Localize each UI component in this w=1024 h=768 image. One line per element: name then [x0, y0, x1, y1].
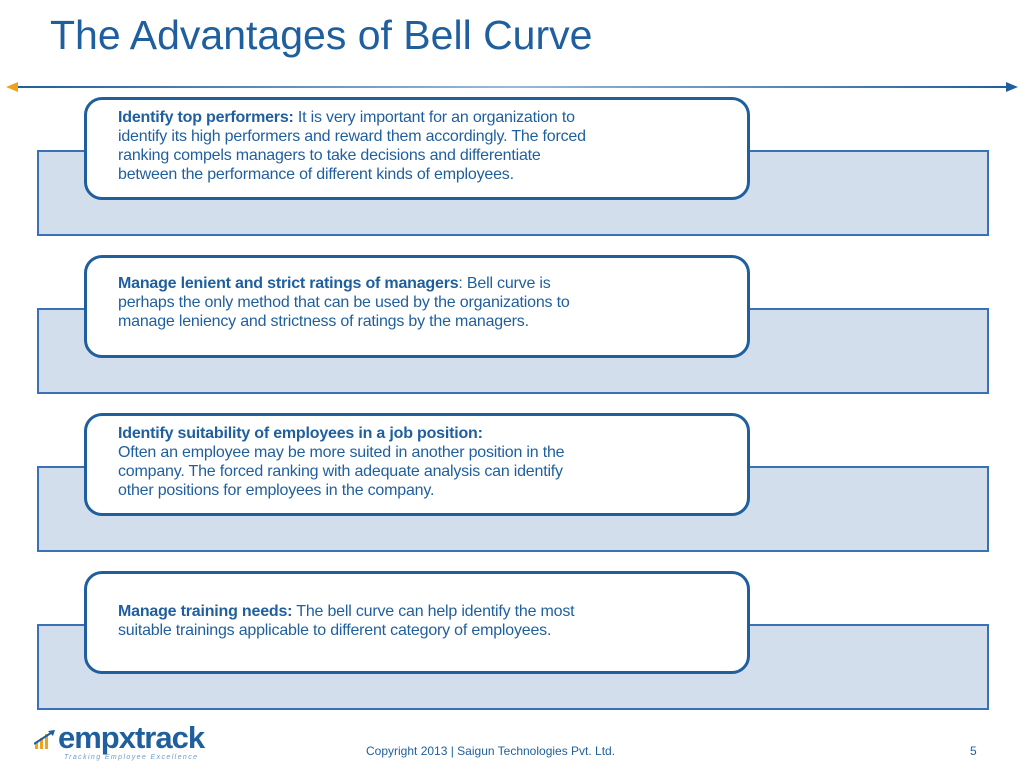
- page-number: 5: [970, 744, 977, 758]
- left-arrow-icon: [6, 82, 18, 92]
- slide-title: The Advantages of Bell Curve: [50, 12, 593, 58]
- logo-tagline: Tracking Employee Excellence: [64, 754, 199, 761]
- advantage-line: other positions for employees in the com…: [118, 482, 435, 499]
- bar-chart-icon: [34, 730, 55, 749]
- advantage-line: identify its high performers and reward …: [118, 128, 586, 145]
- advantage-card-1: Identify top performers: It is very impo…: [84, 97, 750, 200]
- advantage-card-2: Manage lenient and strict ratings of man…: [84, 255, 750, 358]
- copyright-text: Copyright 2013 | Saigun Technologies Pvt…: [366, 744, 616, 758]
- advantage-line: manage leniency and strictness of rating…: [118, 313, 529, 330]
- advantage-heading: Manage training needs:: [118, 603, 293, 620]
- advantage-line: company. The forced ranking with adequat…: [118, 463, 563, 480]
- title-divider: [6, 82, 1018, 92]
- advantage-line: Often an employee may be more suited in …: [118, 444, 565, 461]
- advantage-line: ranking compels managers to take decisio…: [118, 147, 541, 164]
- advantage-line: perhaps the only method that can be used…: [118, 294, 570, 311]
- right-arrow-icon: [1006, 82, 1018, 92]
- advantage-heading: Identify top performers:: [118, 109, 294, 126]
- advantage-card-3: Identify suitability of employees in a j…: [84, 413, 750, 516]
- advantage-line: between the performance of different kin…: [118, 166, 514, 183]
- advantage-line: Manage training needs: The bell curve ca…: [118, 603, 575, 620]
- advantage-line: suitable trainings applicable to differe…: [118, 622, 552, 639]
- advantage-heading: Manage lenient and strict ratings of man…: [118, 275, 459, 292]
- advantage-card-4: Manage training needs: The bell curve ca…: [84, 571, 750, 674]
- logo-wordmark: empxtrack: [58, 720, 205, 755]
- advantage-line: Identify suitability of employees in a j…: [118, 424, 735, 443]
- advantage-heading: Identify suitability of employees in a j…: [118, 425, 483, 442]
- advantage-line: Identify top performers: It is very impo…: [118, 109, 575, 126]
- company-logo: empxtrack Tracking Employee Excellence: [34, 720, 209, 764]
- advantage-line: Manage lenient and strict ratings of man…: [118, 275, 551, 292]
